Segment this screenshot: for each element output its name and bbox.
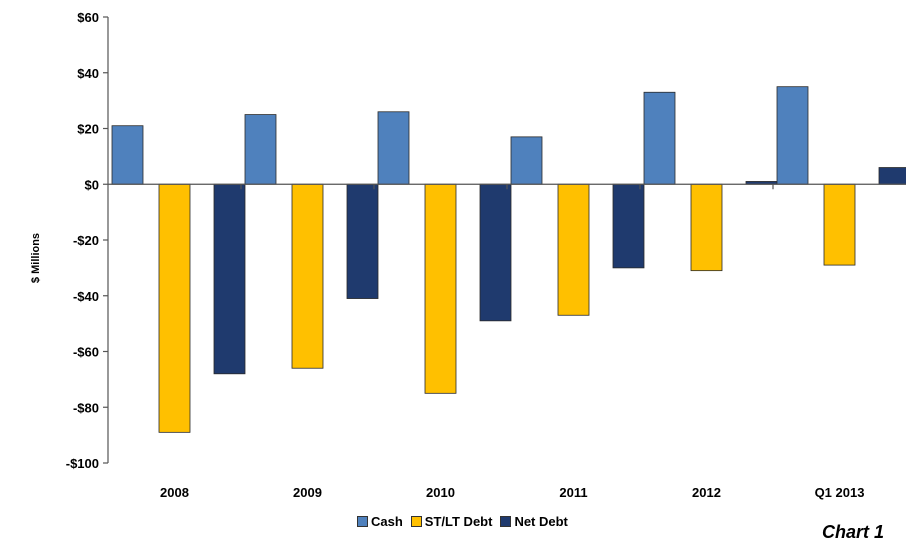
y-axis-label: $ Millions bbox=[30, 233, 42, 283]
legend-swatch bbox=[500, 516, 512, 527]
x-tick-label: 2009 bbox=[293, 485, 322, 500]
y-tick-label: $40 bbox=[77, 66, 99, 81]
y-tick-label: -$100 bbox=[66, 456, 99, 471]
bar-st-lt-debt-q1-2013 bbox=[823, 183, 856, 266]
bar-st-lt-debt-2008 bbox=[158, 183, 191, 433]
x-tick-label: 2010 bbox=[426, 485, 455, 500]
legend-label: Net Debt bbox=[514, 514, 568, 529]
legend-item-net-debt: Net Debt bbox=[500, 514, 568, 529]
bar-cash-q1-2013 bbox=[776, 86, 809, 185]
bar-cash-2008 bbox=[111, 125, 144, 185]
y-tick-label: -$60 bbox=[73, 345, 99, 360]
y-tick-label: $0 bbox=[85, 177, 99, 192]
bar-net-debt-2011 bbox=[612, 183, 645, 269]
legend-swatch bbox=[410, 516, 422, 527]
bar-st-lt-debt-2012 bbox=[690, 183, 723, 272]
legend-label: Cash bbox=[371, 514, 403, 529]
x-axis: 2008 2009 2010 2011 2012 Q1 2013 bbox=[108, 183, 906, 500]
bar-cash-2010 bbox=[377, 111, 410, 185]
bars bbox=[111, 86, 906, 433]
bar-st-lt-debt-2009 bbox=[291, 183, 324, 369]
y-tick-label: -$80 bbox=[73, 400, 99, 415]
chart-caption: Chart 1 bbox=[822, 522, 885, 542]
x-tick-label: Q1 2013 bbox=[815, 485, 865, 500]
legend-item-cash: Cash bbox=[357, 514, 403, 529]
bar-cash-2012 bbox=[643, 91, 676, 185]
bar-st-lt-debt-2010 bbox=[424, 183, 457, 394]
x-tick-label: 2008 bbox=[160, 485, 189, 500]
legend-label: ST/LT Debt bbox=[424, 514, 493, 529]
y-tick-label: -$20 bbox=[73, 233, 99, 248]
bar-net-debt-q1-2013 bbox=[878, 167, 906, 185]
bar-cash-2009 bbox=[244, 114, 277, 185]
bar-cash-2011 bbox=[510, 136, 543, 185]
legend-swatch bbox=[357, 516, 368, 527]
bar-net-debt-2008 bbox=[213, 183, 246, 375]
bar-net-debt-2010 bbox=[479, 183, 512, 322]
y-axis: $60 $40 $20 $0 -$20 -$40 -$60 -$80 -$100 bbox=[66, 10, 109, 471]
x-tick-label: 2011 bbox=[559, 485, 587, 500]
y-tick-label: -$40 bbox=[73, 289, 99, 304]
bar-net-debt-2009 bbox=[346, 183, 379, 299]
legend-item-st-lt-debt: ST/LT Debt bbox=[410, 514, 493, 529]
legend: Cash ST/LT Debt Net Debt bbox=[357, 514, 572, 529]
bar-st-lt-debt-2011 bbox=[557, 183, 590, 316]
y-tick-label: $60 bbox=[77, 10, 99, 25]
y-tick-label: $20 bbox=[77, 122, 99, 137]
x-tick-label: 2012 bbox=[692, 485, 721, 500]
